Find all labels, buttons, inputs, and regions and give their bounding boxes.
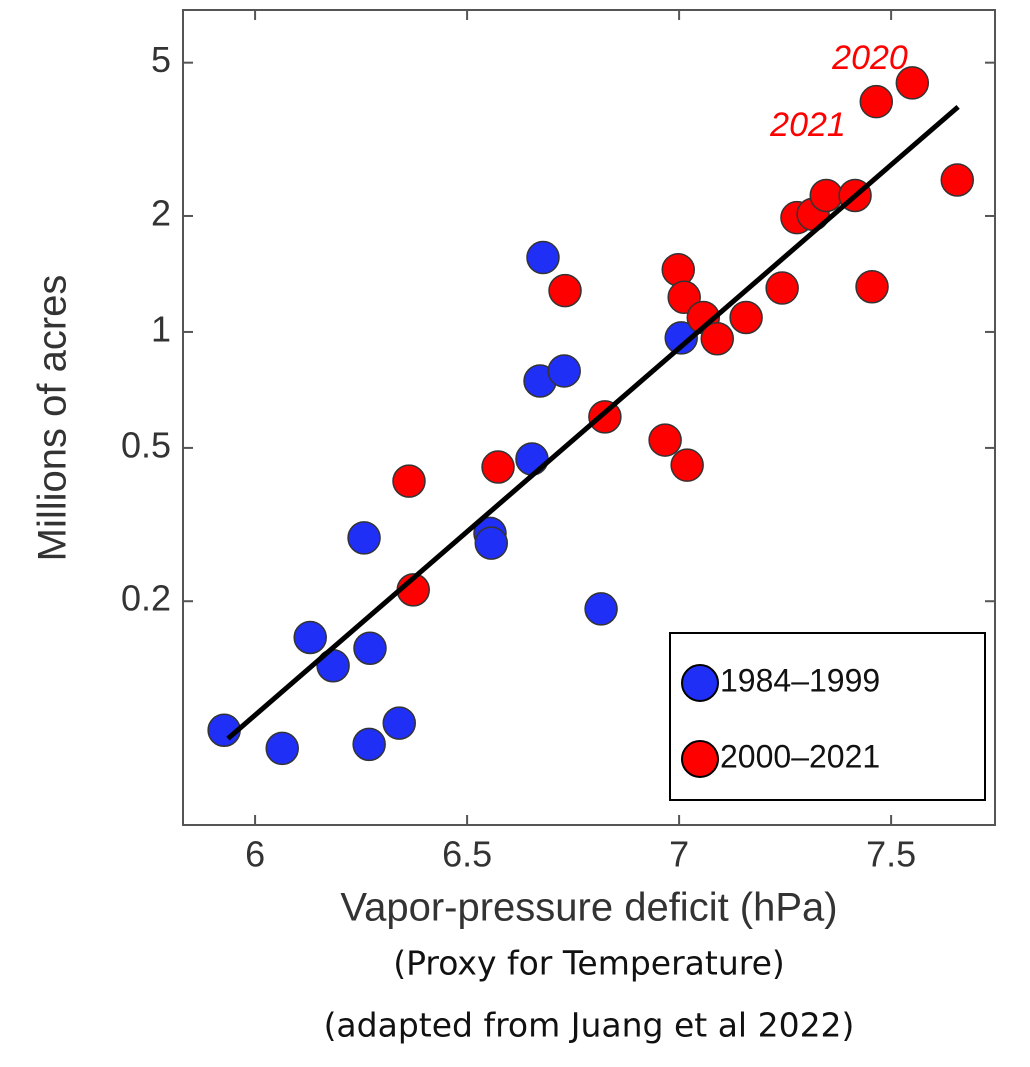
point	[664, 321, 698, 355]
note: (adapted from Juang et al 2022)	[324, 1006, 855, 1045]
annotation: 2021	[769, 106, 846, 144]
point	[382, 706, 417, 740]
x-tick-label: 6	[245, 834, 265, 875]
y-axis-label: Millions of acres	[31, 275, 75, 562]
legend-marker	[681, 664, 719, 702]
x-tick-label: 6.5	[442, 834, 492, 875]
point	[481, 450, 515, 484]
point	[729, 300, 763, 335]
point	[855, 270, 889, 304]
legend-label: 2000–2021	[720, 738, 880, 774]
annotation: 2020	[831, 39, 908, 77]
point	[661, 253, 696, 287]
note: (Proxy for Temperature)	[393, 944, 785, 983]
point	[474, 526, 509, 560]
point	[670, 448, 704, 482]
point	[584, 592, 618, 626]
point	[353, 631, 387, 665]
x-tick-label: 7.5	[866, 834, 916, 875]
point	[859, 84, 894, 119]
x-tick-label: 7	[669, 834, 689, 875]
y-tick-label: 2	[151, 192, 171, 233]
point	[515, 442, 549, 476]
legend-box	[669, 632, 986, 801]
point	[700, 322, 735, 356]
point	[809, 178, 843, 213]
point	[293, 620, 327, 655]
y-tick-label: 0.5	[121, 424, 171, 465]
legend-marker	[681, 740, 719, 778]
point	[940, 163, 975, 197]
y-tick-label: 1	[151, 308, 171, 349]
point	[526, 240, 560, 275]
point	[648, 423, 682, 457]
x-axis-label: Vapor-pressure deficit (hPa)	[340, 886, 837, 930]
point	[265, 731, 299, 766]
point	[548, 273, 582, 308]
fit-line	[226, 104, 960, 741]
point	[352, 727, 386, 762]
point	[347, 521, 381, 555]
point	[765, 271, 799, 305]
point	[895, 66, 930, 100]
point	[588, 400, 622, 434]
point	[547, 354, 581, 388]
legend-label: 1984–1999	[720, 662, 880, 698]
y-tick-label: 5	[151, 39, 171, 80]
point	[392, 464, 426, 498]
y-tick-label: 0.2	[121, 578, 171, 619]
